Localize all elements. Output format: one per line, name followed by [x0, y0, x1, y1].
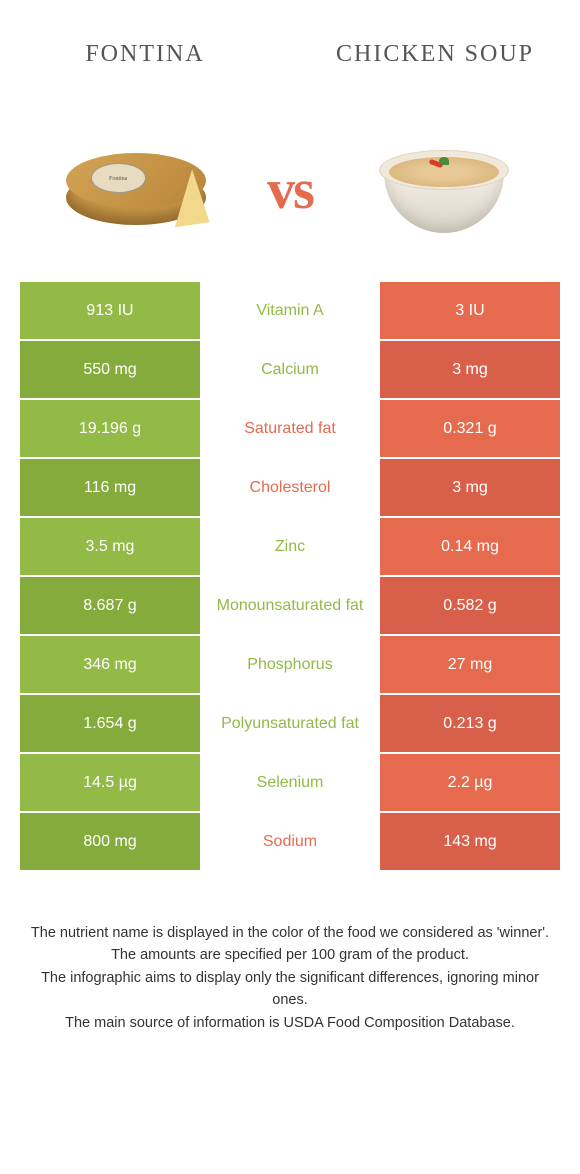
food-left-image: Fontina: [56, 125, 216, 255]
value-left: 346 mg: [20, 635, 200, 694]
value-right: 3 IU: [380, 281, 560, 340]
nutrient-name: Cholesterol: [200, 458, 380, 517]
nutrient-name: Saturated fat: [200, 399, 380, 458]
nutrient-name: Vitamin A: [200, 281, 380, 340]
footnote-line: The infographic aims to display only the…: [30, 967, 550, 1012]
footnote-line: The nutrient name is displayed in the co…: [30, 922, 550, 944]
value-right: 2.2 µg: [380, 753, 560, 812]
comparison-table: 913 IUVitamin A3 IU550 mgCalcium3 mg19.1…: [20, 280, 560, 872]
nutrient-name: Sodium: [200, 812, 380, 871]
food-right-title: Chicken soup: [290, 39, 580, 70]
footnote-line: The main source of information is USDA F…: [30, 1012, 550, 1034]
footnotes: The nutrient name is displayed in the co…: [30, 922, 550, 1034]
footnote-line: The amounts are specified per 100 gram o…: [30, 944, 550, 966]
nutrient-name: Calcium: [200, 340, 380, 399]
nutrient-name: Polyunsaturated fat: [200, 694, 380, 753]
comparison-tbody: 913 IUVitamin A3 IU550 mgCalcium3 mg19.1…: [20, 281, 560, 871]
table-row: 913 IUVitamin A3 IU: [20, 281, 560, 340]
value-left: 550 mg: [20, 340, 200, 399]
value-left: 3.5 mg: [20, 517, 200, 576]
soup-icon: [374, 135, 514, 245]
table-row: 14.5 µgSelenium2.2 µg: [20, 753, 560, 812]
table-row: 3.5 mgZinc0.14 mg: [20, 517, 560, 576]
nutrient-name: Monounsaturated fat: [200, 576, 380, 635]
value-left: 913 IU: [20, 281, 200, 340]
header-row: Fontina Chicken soup: [0, 0, 580, 110]
images-row: Fontina vs: [0, 110, 580, 280]
table-row: 550 mgCalcium3 mg: [20, 340, 560, 399]
value-right: 3 mg: [380, 340, 560, 399]
nutrient-name: Phosphorus: [200, 635, 380, 694]
value-right: 0.321 g: [380, 399, 560, 458]
value-right: 0.213 g: [380, 694, 560, 753]
table-row: 346 mgPhosphorus27 mg: [20, 635, 560, 694]
value-right: 0.582 g: [380, 576, 560, 635]
food-left-title: Fontina: [0, 39, 290, 70]
value-left: 14.5 µg: [20, 753, 200, 812]
value-left: 116 mg: [20, 458, 200, 517]
value-left: 8.687 g: [20, 576, 200, 635]
value-left: 19.196 g: [20, 399, 200, 458]
value-right: 27 mg: [380, 635, 560, 694]
value-right: 143 mg: [380, 812, 560, 871]
food-right-image: [364, 125, 524, 255]
table-row: 8.687 gMonounsaturated fat0.582 g: [20, 576, 560, 635]
table-row: 1.654 gPolyunsaturated fat0.213 g: [20, 694, 560, 753]
cheese-icon: Fontina: [61, 145, 211, 235]
vs-label: vs: [267, 158, 313, 222]
value-left: 800 mg: [20, 812, 200, 871]
table-row: 800 mgSodium143 mg: [20, 812, 560, 871]
nutrient-name: Zinc: [200, 517, 380, 576]
value-right: 3 mg: [380, 458, 560, 517]
nutrient-name: Selenium: [200, 753, 380, 812]
value-right: 0.14 mg: [380, 517, 560, 576]
table-row: 116 mgCholesterol3 mg: [20, 458, 560, 517]
value-left: 1.654 g: [20, 694, 200, 753]
table-row: 19.196 gSaturated fat0.321 g: [20, 399, 560, 458]
